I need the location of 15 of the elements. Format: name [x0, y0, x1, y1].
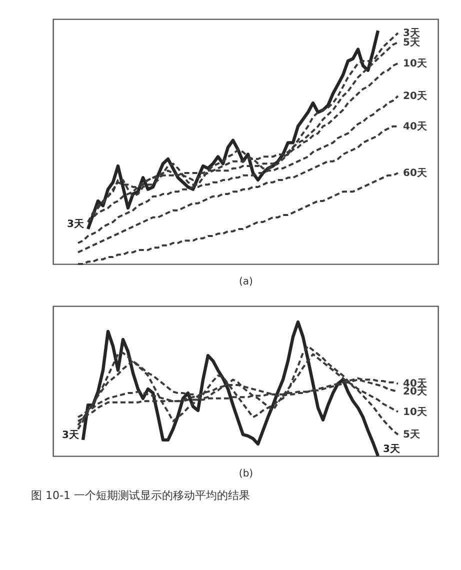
series-label: 5天 [403, 36, 421, 48]
caption: 图 10-1 一个短期测试显示的移动平均的结果 [31, 489, 250, 502]
annotation: 3天 [62, 428, 80, 441]
x-axis-title: (a) [239, 276, 254, 288]
series-label: 3天 [383, 443, 401, 455]
series-label: 40天 [403, 120, 428, 132]
x-axis-title: (b) [238, 468, 254, 480]
series-label: 20天 [403, 386, 428, 398]
series-label: 5天 [403, 428, 421, 441]
series-label: 60天 [403, 167, 428, 179]
series-label: 20天 [403, 90, 428, 102]
series-label: 10天 [403, 406, 428, 418]
series-label: 3天 [403, 27, 421, 39]
annotation: 3天 [67, 218, 85, 230]
series-label: 10天 [403, 57, 428, 70]
